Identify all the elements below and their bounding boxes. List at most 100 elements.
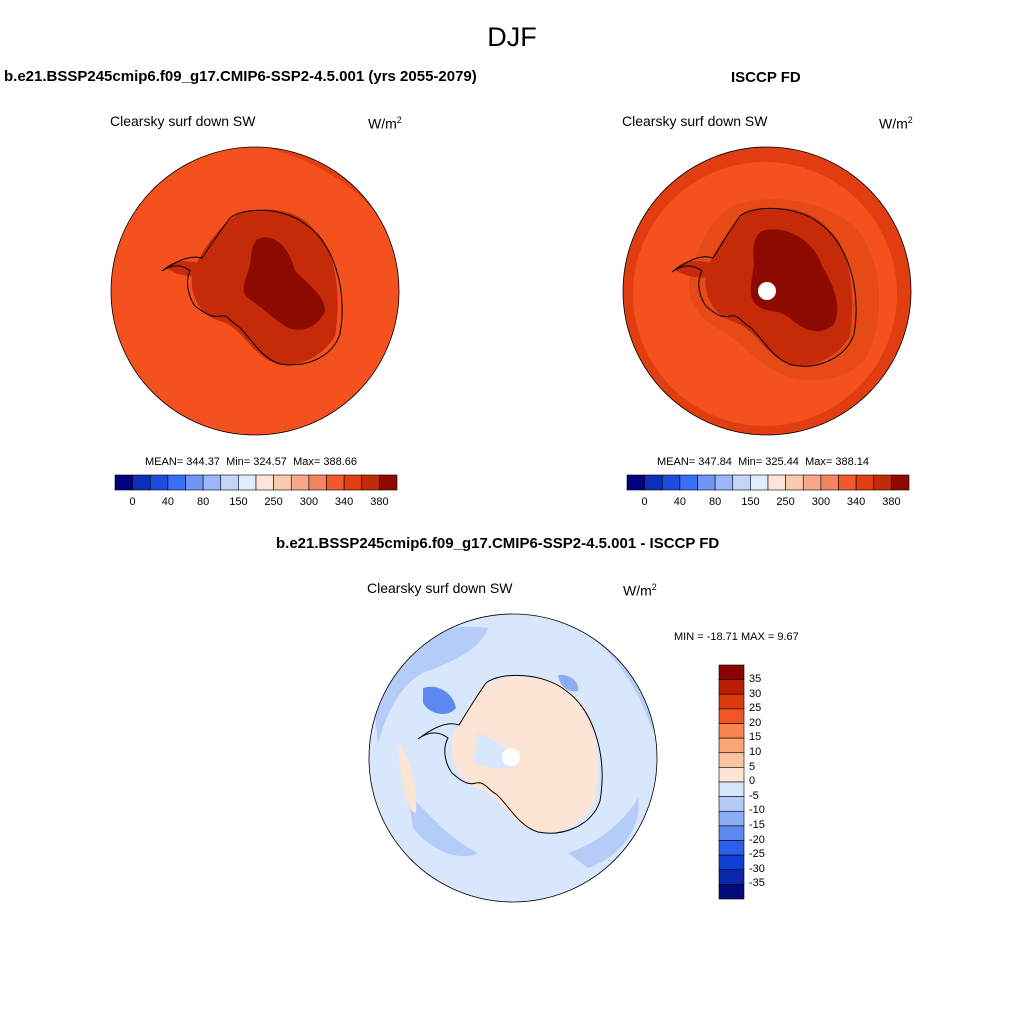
colorbar-swatch	[167, 474, 186, 491]
colorbar-swatch	[718, 693, 745, 710]
panel-3-tick: -15	[749, 819, 765, 831]
panel-1-map	[110, 146, 400, 436]
panel-1-coastline	[161, 209, 343, 366]
colorbar-swatch	[802, 474, 822, 491]
panel-1-stats: MEAN= 344.37 Min= 324.57 Max= 388.66	[145, 456, 357, 468]
colorbar-swatch	[767, 474, 786, 491]
colorbar-swatch	[149, 474, 169, 491]
panel-3-polar-mask	[502, 748, 520, 766]
panel-3-tick: -5	[749, 789, 759, 802]
colorbar-swatch	[718, 781, 745, 797]
panel-2-colorbar-ticks: 0 40 80 150 250 300 340 380	[627, 496, 909, 510]
panel-3-tick: -20	[749, 833, 765, 846]
panel-3-tick: 25	[749, 702, 762, 715]
colorbar-swatch	[718, 840, 745, 856]
colorbar-swatch	[718, 664, 745, 680]
colorbar-swatch	[379, 474, 398, 491]
colorbar-swatch	[718, 708, 745, 724]
colorbar-swatch	[820, 474, 839, 491]
panel-2-peninsula	[674, 260, 716, 278]
panel-2-polar-mask	[758, 282, 776, 300]
panel-1-tick: 40	[161, 496, 175, 508]
colorbar-swatch	[626, 474, 645, 491]
colorbar-swatch	[202, 474, 222, 491]
panel-2-map	[622, 146, 912, 436]
colorbar-swatch	[714, 474, 734, 491]
season-title: DJF	[487, 22, 537, 52]
colorbar-swatch	[718, 825, 745, 841]
colorbar-swatch	[873, 474, 892, 491]
colorbar-swatch	[855, 474, 875, 491]
panel-1-title: b.e21.BSSP245cmip6.f09_g17.CMIP6-SSP2-4.…	[4, 68, 477, 85]
panel-3-tick: -30	[749, 862, 765, 875]
colorbar-swatch	[290, 474, 310, 491]
colorbar-swatch	[697, 474, 716, 491]
colorbar-swatch	[361, 474, 380, 491]
colorbar-swatch	[718, 854, 745, 871]
colorbar-swatch	[732, 474, 751, 491]
panel-1-colorbar-ticks: 0 40 80 150 250 300 340 380	[115, 496, 397, 510]
panel-1-tick: 0	[129, 496, 136, 508]
colorbar-swatch	[718, 679, 745, 695]
panel-2-stats: MEAN= 347.84 Min= 325.44 Max= 388.14	[657, 456, 869, 468]
colorbar-swatch	[220, 474, 239, 491]
panel-1-colorbar	[114, 474, 398, 491]
colorbar-swatch	[132, 474, 151, 491]
panel-2-tick: 0	[641, 496, 648, 508]
colorbar-swatch	[718, 723, 745, 739]
panel-2-variable-label: Clearsky surf down SW	[622, 113, 768, 129]
panel-3-coastline	[417, 674, 603, 834]
panel-1-tick: 80	[196, 496, 210, 508]
colorbar-swatch	[718, 767, 745, 783]
colorbar-swatch	[718, 796, 745, 812]
colorbar-swatch	[343, 474, 363, 491]
colorbar-swatch	[326, 474, 345, 491]
panel-3-tick: 15	[749, 731, 762, 744]
colorbar-swatch	[185, 474, 204, 491]
panel-1-peninsula	[165, 261, 205, 278]
colorbar-swatch	[679, 474, 698, 491]
colorbar-swatch	[838, 474, 857, 491]
panel-3-variable-label: Clearsky surf down SW	[367, 580, 513, 596]
colorbar-swatch	[785, 474, 804, 491]
panel-3-colorbar	[718, 664, 745, 900]
panel-2-colorbar	[626, 474, 910, 491]
panel-1-units: W/m2	[368, 115, 402, 132]
panel-2-tick: 250	[776, 496, 795, 508]
panel-2-tick: 300	[811, 496, 831, 508]
panel-1-tick: 150	[229, 496, 248, 508]
panel-2-title: ISCCP FD	[731, 69, 801, 86]
panel-2-tick: 40	[673, 496, 687, 508]
panel-3-negative-patch	[423, 686, 456, 715]
panel-1-land-interior	[243, 237, 325, 330]
panel-3-tick: 20	[749, 716, 762, 729]
panel-2-land-interior	[750, 229, 838, 332]
colorbar-swatch	[718, 752, 745, 768]
colorbar-swatch	[718, 810, 745, 827]
panel-2-tick: 380	[882, 496, 901, 508]
panel-3-tick: -35	[749, 877, 765, 890]
panel-3-negative-band	[408, 793, 478, 857]
panel-3-tick: 10	[749, 746, 762, 758]
panel-2-tick: 80	[708, 496, 722, 508]
panel-3-stats: MIN = -18.71 MAX = 9.67	[674, 631, 799, 643]
panel-3-tick: 0	[749, 775, 756, 788]
panel-3-tick: 5	[749, 760, 756, 773]
panel-3-map	[368, 613, 658, 903]
panel-3-negative-band	[568, 798, 639, 868]
panel-3-land-positive	[451, 676, 598, 833]
panel-3-negative-patch	[558, 674, 579, 692]
colorbar-swatch	[891, 474, 910, 491]
panel-2-coastline	[671, 207, 857, 367]
panel-3-tick: 30	[749, 687, 762, 700]
colorbar-swatch	[238, 474, 257, 491]
colorbar-swatch	[644, 474, 663, 491]
colorbar-swatch	[718, 869, 745, 885]
panel-3-title: b.e21.BSSP245cmip6.f09_g17.CMIP6-SSP2-4.…	[276, 535, 720, 552]
panel-2-units: W/m2	[879, 115, 913, 132]
colorbar-swatch	[750, 474, 769, 491]
panel-3-units: W/m2	[623, 582, 657, 599]
panel-3-tick: 35	[749, 673, 762, 685]
panel-3-colorbar-ticks: 35 30 25 20 15 10 5 0 -5 -10 -15 -20 -25…	[749, 665, 789, 899]
colorbar-swatch	[255, 474, 274, 491]
